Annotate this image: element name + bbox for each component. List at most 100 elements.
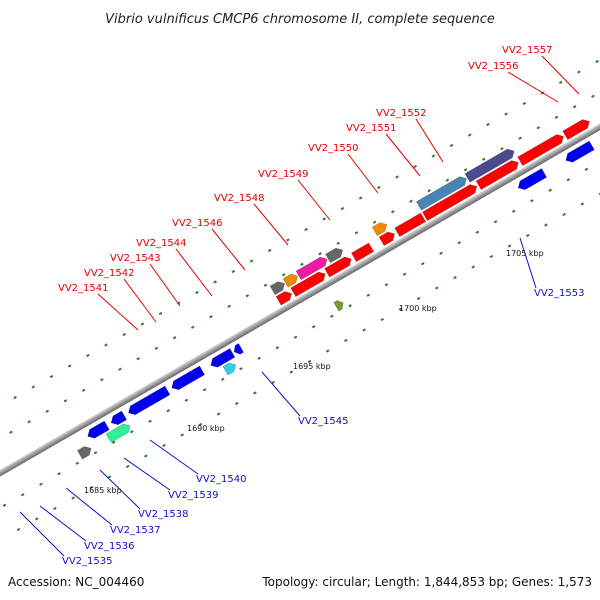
callout-leader bbox=[65, 487, 113, 526]
callout-leader bbox=[39, 505, 87, 542]
gene-label-bottom[interactable]: VV2_1537 bbox=[110, 525, 161, 536]
tick-mark bbox=[34, 517, 39, 521]
gene-feature bbox=[222, 362, 237, 376]
tick-mark bbox=[489, 254, 494, 259]
tick-mark bbox=[562, 212, 566, 217]
tick-mark bbox=[595, 59, 599, 64]
gene-label-top[interactable]: VV2_1548 bbox=[214, 193, 265, 204]
gene-feature bbox=[464, 148, 515, 183]
tick-mark bbox=[493, 220, 498, 224]
callout-leader bbox=[261, 371, 301, 417]
tick-mark bbox=[253, 391, 257, 395]
gene-label-top[interactable]: VV2_1552 bbox=[376, 108, 427, 119]
gene-feature bbox=[324, 256, 352, 278]
gene-callouts: VV2_1541 VV2_1542 VV2_1543 VV2_1544 VV2_1546… bbox=[19, 45, 585, 567]
tick-mark bbox=[216, 412, 221, 416]
gene-feature bbox=[269, 281, 286, 296]
tick-mark bbox=[409, 199, 413, 203]
tick-mark bbox=[536, 126, 541, 130]
tick-mark bbox=[213, 280, 217, 284]
tick-mark bbox=[453, 275, 457, 280]
tick-mark bbox=[507, 244, 512, 248]
tick-mark bbox=[45, 409, 50, 413]
tick-mark bbox=[136, 357, 141, 361]
gene-label-bottom[interactable]: VV2_1536 bbox=[84, 541, 135, 552]
gene-feature bbox=[282, 273, 299, 288]
tick-mark bbox=[336, 241, 341, 245]
tick-mark bbox=[421, 262, 425, 266]
gene-features bbox=[76, 119, 595, 460]
callout-leader bbox=[123, 457, 171, 491]
callout-leader bbox=[123, 278, 157, 323]
gene-label-top[interactable]: VV2_1546 bbox=[172, 218, 223, 229]
callout-leader bbox=[97, 293, 139, 331]
gene-label-top[interactable]: VV2_1557 bbox=[502, 45, 553, 56]
gene-label-top[interactable]: VV2_1541 bbox=[58, 283, 109, 294]
tick-mark bbox=[330, 314, 334, 318]
callout-leader bbox=[211, 228, 246, 271]
tick-mark bbox=[439, 251, 443, 255]
tick-mark bbox=[435, 286, 439, 290]
tick-mark bbox=[467, 133, 472, 137]
tick-mark bbox=[413, 164, 417, 169]
gene-label-top[interactable]: VV2_1556 bbox=[468, 61, 519, 72]
callout-leader bbox=[415, 118, 444, 163]
gene-feature bbox=[295, 256, 328, 281]
gene-label-bottom[interactable]: VV2_1539 bbox=[168, 490, 219, 501]
kbp-label-1700: 1700 kbp bbox=[399, 304, 437, 313]
gene-label-top[interactable]: VV2_1544 bbox=[136, 238, 187, 249]
tick-mark bbox=[166, 409, 171, 413]
gene-label-top[interactable]: VV2_1543 bbox=[110, 253, 161, 264]
tick-mark bbox=[63, 399, 68, 403]
gene-label-bottom[interactable]: VV2_1538 bbox=[138, 509, 189, 520]
gene-feature bbox=[76, 446, 92, 460]
tick-mark bbox=[340, 206, 345, 211]
tick-mark bbox=[504, 112, 508, 116]
callout-leader bbox=[253, 203, 289, 246]
tick-mark bbox=[584, 167, 589, 171]
callout-leader bbox=[99, 469, 141, 510]
gene-feature bbox=[210, 348, 236, 368]
gene-feature bbox=[233, 343, 244, 355]
track bbox=[0, 59, 600, 532]
tick-mark bbox=[67, 364, 72, 368]
gene-feature bbox=[517, 134, 564, 167]
tick-mark bbox=[162, 443, 166, 448]
callout-leader bbox=[541, 55, 580, 95]
gene-feature bbox=[87, 420, 110, 439]
gene-label-bottom[interactable]: VV2_1535 bbox=[62, 556, 113, 567]
gene-label-bottom[interactable]: VV2_1545 bbox=[298, 416, 349, 427]
gene-feature bbox=[110, 410, 128, 426]
gene-feature bbox=[128, 385, 171, 416]
tick-mark bbox=[86, 353, 90, 358]
callout-leader bbox=[175, 248, 213, 297]
callout-leader bbox=[149, 439, 199, 475]
gene-label-bottom[interactable]: VV2_1553 bbox=[534, 288, 585, 299]
tick-mark bbox=[275, 346, 280, 350]
gene-label-top[interactable]: VV2_1550 bbox=[308, 143, 359, 154]
tick-mark bbox=[13, 395, 17, 400]
tick-mark bbox=[227, 304, 231, 308]
tick-mark bbox=[184, 398, 189, 402]
gene-feature bbox=[333, 300, 344, 312]
gene-label-top[interactable]: VV2_1551 bbox=[346, 123, 397, 134]
gene-label-top[interactable]: VV2_1542 bbox=[84, 268, 135, 279]
tick-mark bbox=[354, 231, 359, 235]
gene-label-top[interactable]: VV2_1549 bbox=[258, 169, 309, 180]
tick-mark bbox=[49, 374, 54, 379]
callout-leader bbox=[519, 237, 537, 289]
tick-mark bbox=[202, 388, 207, 392]
gene-feature bbox=[415, 176, 467, 211]
tick-mark bbox=[362, 328, 366, 332]
tick-mark bbox=[530, 199, 534, 203]
tick-mark bbox=[20, 493, 25, 497]
tick-mark bbox=[2, 503, 7, 507]
gene-feature bbox=[378, 231, 395, 247]
gene-label-bottom[interactable]: VV2_1540 bbox=[196, 474, 247, 485]
tick-mark bbox=[53, 506, 57, 511]
tick-mark bbox=[81, 388, 86, 392]
tick-mark bbox=[71, 496, 75, 500]
tick-mark bbox=[511, 209, 516, 213]
callout-leader bbox=[19, 511, 65, 557]
tick-mark bbox=[380, 317, 385, 322]
